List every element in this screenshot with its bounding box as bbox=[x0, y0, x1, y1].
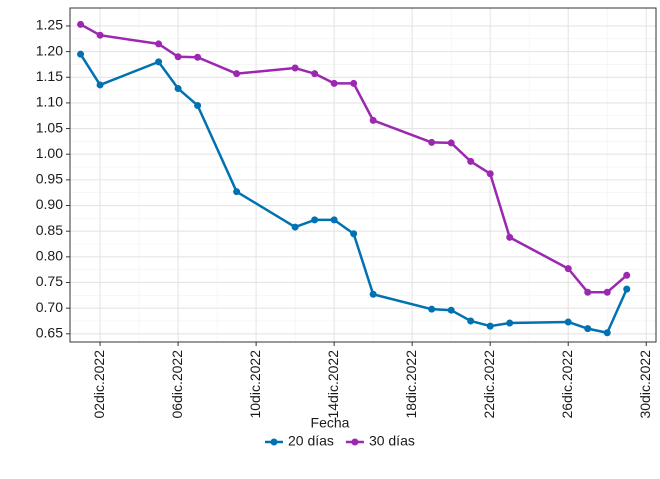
series bbox=[77, 50, 631, 337]
point bbox=[96, 81, 104, 89]
y-tick-label: 0.95 bbox=[36, 171, 63, 187]
point bbox=[369, 290, 377, 298]
point bbox=[603, 288, 611, 296]
legend-label: 30 días bbox=[369, 433, 415, 449]
point bbox=[603, 329, 611, 337]
plot-border bbox=[69, 7, 657, 343]
point bbox=[330, 216, 338, 224]
point bbox=[330, 79, 338, 87]
point bbox=[428, 138, 436, 146]
x-tick-label: 26dic.2022 bbox=[559, 350, 575, 419]
y-tick-label: 0.75 bbox=[36, 273, 63, 289]
y-tick-label: 0.90 bbox=[36, 196, 63, 212]
point bbox=[291, 223, 299, 231]
x-tick-label: 10dic.2022 bbox=[247, 350, 263, 419]
y-tick-label: 1.15 bbox=[36, 68, 63, 84]
y-tick-label: 1.05 bbox=[36, 119, 63, 135]
point bbox=[506, 233, 514, 241]
point bbox=[564, 318, 572, 326]
point bbox=[447, 139, 455, 147]
point bbox=[428, 305, 436, 313]
y-tick-label: 0.65 bbox=[36, 324, 63, 340]
point bbox=[311, 70, 319, 78]
point bbox=[291, 64, 299, 72]
point bbox=[77, 50, 85, 58]
x-tick-label: 06dic.2022 bbox=[169, 350, 185, 419]
y-tick-label: 1.25 bbox=[36, 17, 63, 33]
point bbox=[194, 53, 202, 61]
point bbox=[584, 288, 592, 296]
point bbox=[174, 53, 182, 61]
y-tick-label: 1.10 bbox=[36, 94, 63, 110]
legend-swatch bbox=[270, 438, 278, 446]
y-tick-label: 0.85 bbox=[36, 222, 63, 238]
point bbox=[155, 58, 163, 66]
point bbox=[623, 271, 631, 279]
point bbox=[233, 70, 241, 78]
point bbox=[486, 322, 494, 330]
point bbox=[350, 230, 358, 238]
legend-title: Fecha bbox=[311, 415, 350, 431]
x-tick-label: 02dic.2022 bbox=[91, 350, 107, 419]
point bbox=[486, 170, 494, 178]
point bbox=[194, 101, 202, 109]
x-tick-label: 18dic.2022 bbox=[403, 350, 419, 419]
point bbox=[311, 216, 319, 224]
point bbox=[369, 116, 377, 124]
point bbox=[623, 285, 631, 293]
series bbox=[77, 20, 631, 296]
x-tick-label: 22dic.2022 bbox=[481, 350, 497, 419]
point bbox=[564, 265, 572, 273]
point bbox=[467, 317, 475, 325]
x-tick-label: 14dic.2022 bbox=[325, 350, 341, 419]
point bbox=[174, 85, 182, 93]
y-tick-label: 1.00 bbox=[36, 145, 63, 161]
point bbox=[77, 20, 85, 28]
point bbox=[447, 306, 455, 314]
legend-swatch bbox=[351, 438, 359, 446]
point bbox=[584, 325, 592, 333]
point bbox=[96, 31, 104, 39]
y-tick-label: 0.70 bbox=[36, 299, 63, 315]
point bbox=[155, 40, 163, 48]
point bbox=[506, 319, 514, 327]
x-tick-label: 30dic.2022 bbox=[637, 350, 653, 419]
line bbox=[79, 53, 628, 335]
y-tick-label: 1.20 bbox=[36, 42, 63, 58]
point bbox=[233, 188, 241, 196]
legend-label: 20 días bbox=[288, 433, 334, 449]
point bbox=[350, 79, 358, 87]
point bbox=[467, 157, 475, 165]
y-tick-label: 0.80 bbox=[36, 248, 63, 264]
